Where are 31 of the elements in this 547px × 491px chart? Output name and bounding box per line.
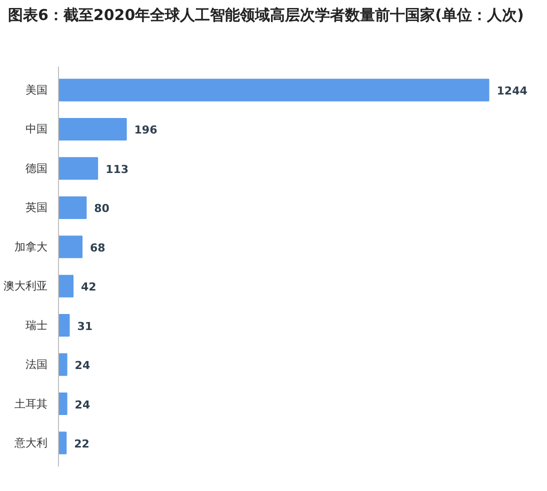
bar bbox=[58, 236, 83, 258]
bar bbox=[58, 78, 490, 102]
y-tick-label: 瑞士 bbox=[26, 318, 48, 332]
chart-title: 图表6：截至2020年全球人工智能领域高层次学者数量前十国家(单位：人次) bbox=[8, 6, 525, 26]
bar bbox=[58, 432, 67, 454]
bar bbox=[58, 118, 127, 141]
y-tick-label: 英国 bbox=[26, 201, 48, 214]
data-label: 80 bbox=[94, 202, 110, 216]
bar bbox=[58, 157, 98, 180]
bar bbox=[58, 274, 74, 298]
data-label: 24 bbox=[74, 398, 90, 412]
y-tick-label: 中国 bbox=[26, 122, 48, 136]
y-tick-label: 美国 bbox=[26, 84, 48, 97]
data-label: 31 bbox=[77, 320, 93, 333]
data-label: 24 bbox=[74, 359, 90, 372]
bar bbox=[58, 196, 87, 219]
y-tick-label: 加拿大 bbox=[14, 240, 48, 254]
bar bbox=[58, 314, 70, 337]
y-tick-label: 澳大利亚 bbox=[4, 280, 48, 293]
data-label: 196 bbox=[134, 124, 158, 137]
y-tick-label: 法国 bbox=[26, 358, 48, 372]
data-label: 22 bbox=[74, 437, 90, 450]
y-tick-label: 意大利 bbox=[14, 436, 48, 450]
data-label: 1244 bbox=[496, 84, 528, 98]
y-tick-label: 土耳其 bbox=[14, 397, 48, 410]
data-label: 68 bbox=[90, 241, 106, 254]
bar bbox=[58, 353, 68, 376]
data-label: 113 bbox=[106, 162, 129, 176]
y-tick-label: 德国 bbox=[26, 162, 48, 175]
bar bbox=[58, 392, 68, 416]
data-label: 42 bbox=[81, 280, 96, 294]
